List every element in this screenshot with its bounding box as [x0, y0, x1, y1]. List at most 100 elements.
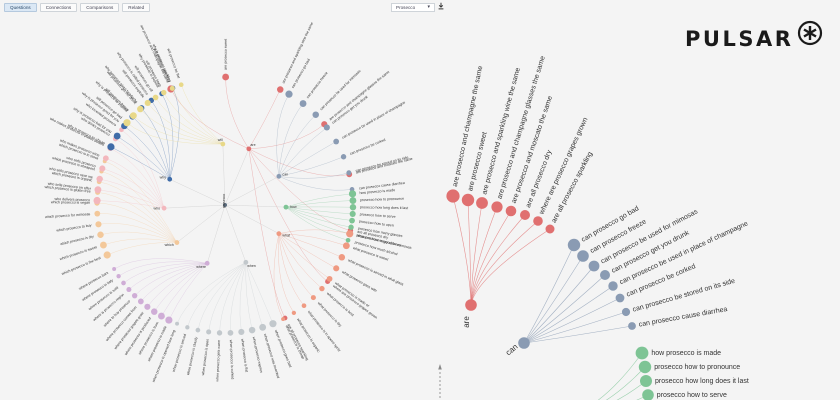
wheel-question-node[interactable] — [259, 323, 267, 331]
wheel-question-node[interactable] — [97, 231, 104, 239]
zoom-question-node[interactable] — [621, 307, 631, 317]
wheel-question-node[interactable] — [185, 325, 190, 330]
wheel-question-label[interactable]: when prosecco expires — [252, 337, 264, 374]
wheel-question-node[interactable] — [144, 99, 151, 107]
wheel-question-label[interactable]: when prosecco is flat — [240, 339, 248, 373]
zoom-question-node[interactable] — [476, 197, 488, 209]
wheel-question-node[interactable] — [277, 86, 284, 93]
zoom-question-node[interactable] — [505, 205, 517, 217]
wheel-question-label[interactable]: which prosecco for mimosas — [45, 212, 91, 219]
zoom-question-node[interactable] — [628, 322, 636, 330]
wheel-question-node[interactable] — [319, 285, 325, 292]
wheel-question-label[interactable]: which prosecco is organic — [51, 171, 92, 182]
wheel-hub-will[interactable] — [220, 141, 226, 147]
wheel-question-node[interactable] — [102, 155, 109, 162]
zoom-question-node[interactable] — [588, 260, 600, 272]
wheel-question-label[interactable]: are all prosecco dry — [357, 230, 389, 240]
wheel-question-node[interactable] — [342, 242, 350, 250]
zoom-question-node[interactable] — [608, 281, 618, 291]
wheel-question-node[interactable] — [285, 90, 293, 98]
zoom-hub-can[interactable] — [518, 337, 530, 349]
wheel-question-node[interactable] — [121, 280, 126, 286]
wheel-question-node[interactable] — [94, 210, 101, 217]
wheel-question-label[interactable]: who sells prosecco on offer — [48, 182, 92, 191]
zoom-question-node[interactable] — [600, 270, 610, 280]
wheel-question-node[interactable] — [129, 112, 137, 120]
wheel-question-node[interactable] — [169, 85, 175, 91]
tab-questions[interactable]: Questions — [4, 3, 37, 12]
wheel-question-node[interactable] — [349, 197, 357, 204]
wheel-question-node[interactable] — [348, 190, 357, 198]
wheel-question-node[interactable] — [312, 111, 319, 118]
wheel-hub-who[interactable] — [161, 205, 167, 211]
wheel-question-node[interactable] — [165, 316, 173, 324]
wheel-question-label[interactable]: when prosecco gets warm — [215, 340, 221, 382]
wheel-question-label[interactable]: prosecco how to pronounce — [360, 197, 404, 203]
wheel-question-node[interactable] — [345, 237, 351, 243]
wheel-question-node[interactable] — [99, 241, 107, 249]
wheel-question-label[interactable]: prosecco how long does it last — [360, 205, 408, 210]
wheel-center-node[interactable] — [223, 203, 227, 207]
wheel-hub-which[interactable] — [174, 240, 180, 245]
zoom-question-node[interactable] — [642, 389, 654, 400]
wheel-hub-are[interactable] — [246, 146, 252, 152]
zoom-question-node[interactable] — [640, 375, 652, 387]
wheel-question-node[interactable] — [96, 175, 103, 183]
wheel-question-node[interactable] — [216, 330, 223, 336]
wheel-question-label[interactable]: which prosecco to buy — [56, 223, 92, 232]
wheel-question-node[interactable] — [123, 119, 131, 127]
keyword-select[interactable]: Prosecco ▾ — [391, 3, 435, 12]
wheel-question-node[interactable] — [137, 105, 144, 113]
wheel-question-node[interactable] — [346, 230, 354, 238]
wheel-question-node[interactable] — [333, 138, 340, 145]
wheel-question-node[interactable] — [340, 154, 347, 160]
wheel-question-node[interactable] — [195, 327, 201, 333]
wheel-question-node[interactable] — [95, 221, 102, 228]
wheel-question-node[interactable] — [175, 321, 180, 326]
wheel-question-label[interactable]: prosecco how many glasses — [358, 226, 403, 238]
wheel-question-node[interactable] — [326, 275, 333, 282]
wheel-question-node[interactable] — [99, 165, 106, 172]
wheel-hub-when[interactable] — [243, 259, 249, 265]
wheel-question-node[interactable] — [107, 143, 115, 151]
zoom-question-label-how-prosecco-is-made[interactable]: how prosecco is made — [651, 350, 721, 357]
wheel-question-node[interactable] — [158, 312, 165, 320]
wheel-question-node[interactable] — [349, 203, 357, 211]
wheel-question-label[interactable]: which prosecco is vegan — [51, 200, 90, 205]
wheel-question-node[interactable] — [131, 292, 138, 299]
zoom-question-node[interactable] — [638, 360, 652, 374]
wheel-question-node[interactable] — [281, 317, 286, 322]
wheel-question-node[interactable] — [301, 303, 307, 309]
zoom-question-node[interactable] — [567, 238, 581, 252]
wheel-hub-how[interactable] — [283, 204, 289, 210]
wheel-question-node[interactable] — [269, 320, 277, 328]
tab-related[interactable]: Related — [122, 3, 151, 12]
tab-comparisons[interactable]: Comparisons — [80, 3, 120, 12]
wheel-question-node[interactable] — [93, 196, 101, 205]
wheel-question-node[interactable] — [338, 254, 346, 261]
zoom-question-node[interactable] — [545, 224, 555, 234]
zoom-question-node[interactable] — [491, 201, 503, 213]
tab-connections[interactable]: Connections — [39, 3, 78, 12]
wheel-hub-why[interactable] — [167, 176, 173, 182]
zoom-question-node[interactable] — [533, 216, 543, 226]
wheel-question-node[interactable] — [291, 310, 297, 316]
wheel-question-node[interactable] — [299, 100, 307, 107]
zoom-question-label-prosecco-how-to-serve[interactable]: prosecco how to serve — [657, 392, 727, 399]
wheel-question-node[interactable] — [238, 328, 245, 336]
wheel-question-label[interactable]: are prosecco sweet — [224, 39, 228, 70]
wheel-question-label[interactable]: which prosecco is dry — [60, 234, 95, 246]
wheel-question-node[interactable] — [113, 132, 121, 140]
wheel-question-node[interactable] — [178, 82, 184, 88]
wheel-question-node[interactable] — [151, 308, 158, 315]
wheel-question-label[interactable]: when prosecco is corked — [229, 340, 235, 380]
wheel-hub-can[interactable] — [276, 173, 282, 179]
wheel-question-node[interactable] — [152, 94, 159, 101]
wheel-question-label[interactable]: prosecco how to open — [359, 219, 394, 227]
wheel-question-node[interactable] — [310, 295, 316, 301]
wheel-question-node[interactable] — [144, 303, 151, 310]
wheel-question-node[interactable] — [94, 186, 102, 194]
wheel-question-node[interactable] — [161, 89, 167, 96]
download-button[interactable] — [436, 2, 446, 12]
wheel-question-node[interactable] — [349, 210, 356, 217]
